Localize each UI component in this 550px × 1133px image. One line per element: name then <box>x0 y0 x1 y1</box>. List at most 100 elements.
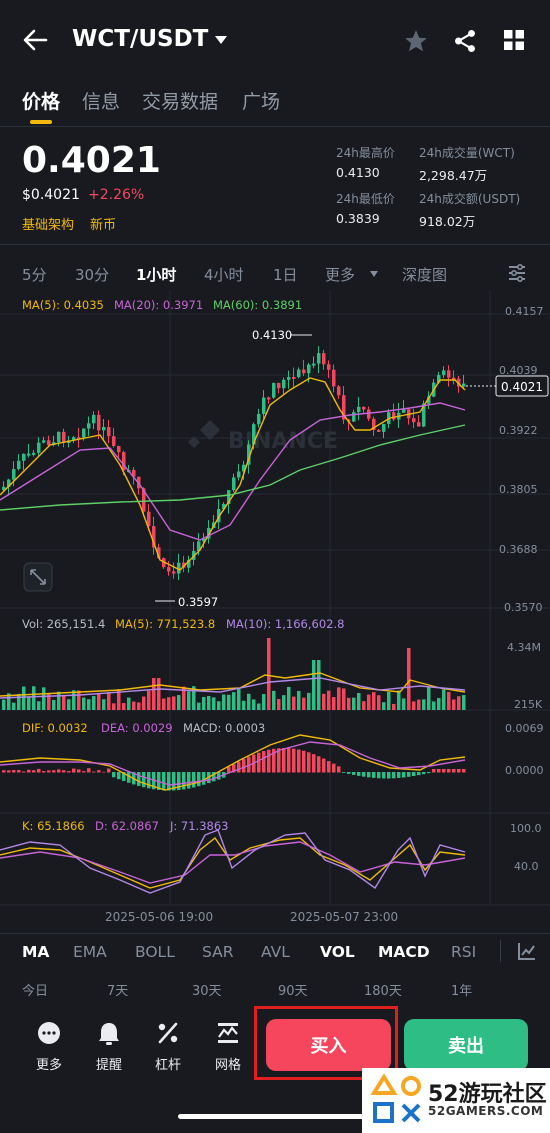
volume-bar <box>207 696 211 710</box>
candle <box>182 555 186 573</box>
ind-vol[interactable]: VOL <box>320 943 355 961</box>
candle <box>247 440 251 474</box>
candle <box>77 427 81 448</box>
tag-new-coin[interactable]: 新币 <box>90 218 117 233</box>
volume-bar <box>157 678 161 710</box>
macd-bar <box>192 772 196 788</box>
macd-bar <box>122 772 126 782</box>
grid-icon[interactable] <box>503 29 525 51</box>
kline-chart[interactable]: BINANCE MA(5): 0.4035 MA(20): 0.3971 MA(… <box>0 290 550 928</box>
volume-bar <box>277 698 281 710</box>
interval-5m[interactable]: 5分 <box>22 266 47 284</box>
tag-infrastructure[interactable]: 基础架构 <box>22 218 75 233</box>
volume-bar <box>47 693 51 710</box>
macd-bar <box>197 772 201 787</box>
volume-bar <box>437 698 441 710</box>
macd-bar <box>302 750 306 773</box>
volume-bar <box>232 692 236 710</box>
sell-button[interactable]: 卖出 <box>404 1019 528 1071</box>
volume-bar <box>152 678 156 710</box>
volume-bar <box>242 700 246 710</box>
range-7d[interactable]: 7天 <box>107 984 129 999</box>
alert-button[interactable]: 提醒 <box>84 1020 134 1073</box>
expand-icon[interactable] <box>23 562 53 592</box>
macd-bar <box>312 754 316 773</box>
candle <box>22 453 26 471</box>
volume-bar <box>202 696 206 710</box>
ind-macd[interactable]: MACD <box>378 943 430 961</box>
macd-bar <box>67 771 71 773</box>
interval-30m[interactable]: 30分 <box>75 266 110 284</box>
volume-bar <box>102 699 106 710</box>
macd-bar <box>102 771 106 773</box>
macd-bar <box>257 752 261 773</box>
volume-ma-lines <box>0 672 466 699</box>
macd-bar <box>382 772 386 779</box>
kdj-tick: 100.0 <box>510 822 542 835</box>
macd-bar <box>357 772 361 776</box>
macd-bar <box>72 768 76 773</box>
star-icon[interactable] <box>403 28 429 54</box>
macd-bar <box>27 769 31 773</box>
kdj-lines <box>0 829 466 894</box>
macd-bar <box>317 756 321 773</box>
macd-bar <box>232 764 236 773</box>
tab-trade-data[interactable]: 交易数据 <box>142 91 219 113</box>
macd-bar <box>397 772 401 778</box>
macd-bar <box>47 770 51 773</box>
volume-bar <box>37 701 41 710</box>
range-today[interactable]: 今日 <box>22 984 49 999</box>
ind-ma[interactable]: MA <box>22 943 50 961</box>
candle <box>352 409 356 423</box>
volume-bar <box>407 648 411 710</box>
share-icon[interactable] <box>452 28 478 54</box>
ind-ema[interactable]: EMA <box>73 943 107 961</box>
volume-bar <box>327 690 331 710</box>
interval-1d[interactable]: 1日 <box>273 266 298 284</box>
chart-settings-icon[interactable] <box>507 264 527 282</box>
volume-bar <box>112 703 116 710</box>
ind-boll[interactable]: BOLL <box>135 943 175 961</box>
range-90d[interactable]: 90天 <box>278 984 308 999</box>
tab-square[interactable]: 广场 <box>242 91 281 113</box>
y-tick: 0.4157 <box>505 305 544 318</box>
interval-1h[interactable]: 1小时 <box>136 266 177 284</box>
ind-sar[interactable]: SAR <box>202 943 234 961</box>
macd-bar <box>322 758 326 773</box>
candle <box>37 437 41 457</box>
pair-title[interactable]: WCT/USDT <box>72 26 209 52</box>
candle <box>412 408 416 429</box>
indicator-settings-icon[interactable] <box>517 941 537 961</box>
tab-info[interactable]: 信息 <box>82 91 121 113</box>
candle <box>192 541 196 566</box>
volume-bar <box>307 692 311 710</box>
back-arrow-icon[interactable] <box>22 28 48 52</box>
range-180d[interactable]: 180天 <box>364 984 402 999</box>
grid-trading-button[interactable]: 网格 <box>203 1020 253 1073</box>
macd-bar <box>387 772 391 779</box>
volume-bar <box>137 702 141 710</box>
interval-depth[interactable]: 深度图 <box>402 266 448 284</box>
ind-avl[interactable]: AVL <box>261 943 290 961</box>
range-30d[interactable]: 30天 <box>192 984 222 999</box>
interval-4h[interactable]: 4小时 <box>204 266 244 284</box>
volume-bar <box>132 701 136 710</box>
interval-more[interactable]: 更多 <box>325 266 356 284</box>
current-price-label: 0.4021 <box>501 380 543 394</box>
volume-bar <box>72 690 76 710</box>
range-1y[interactable]: 1年 <box>451 984 473 999</box>
candle <box>407 408 411 425</box>
caret-down-icon[interactable] <box>213 34 229 46</box>
more-button[interactable]: 更多 <box>24 1020 74 1073</box>
volume-bar <box>97 693 101 710</box>
vol-ma5-line <box>0 672 466 697</box>
ind-rsi[interactable]: RSI <box>451 943 477 961</box>
kdj-tick: 40.0 <box>514 860 539 873</box>
volume-bar <box>422 699 426 710</box>
macd-bar <box>237 761 241 773</box>
buy-button[interactable]: 买入 <box>266 1019 391 1071</box>
leverage-button[interactable]: 杠杆 <box>143 1020 193 1073</box>
interval-more-caret-icon[interactable] <box>369 270 379 278</box>
tab-price[interactable]: 价格 <box>22 91 61 113</box>
volume-bar <box>62 695 66 710</box>
